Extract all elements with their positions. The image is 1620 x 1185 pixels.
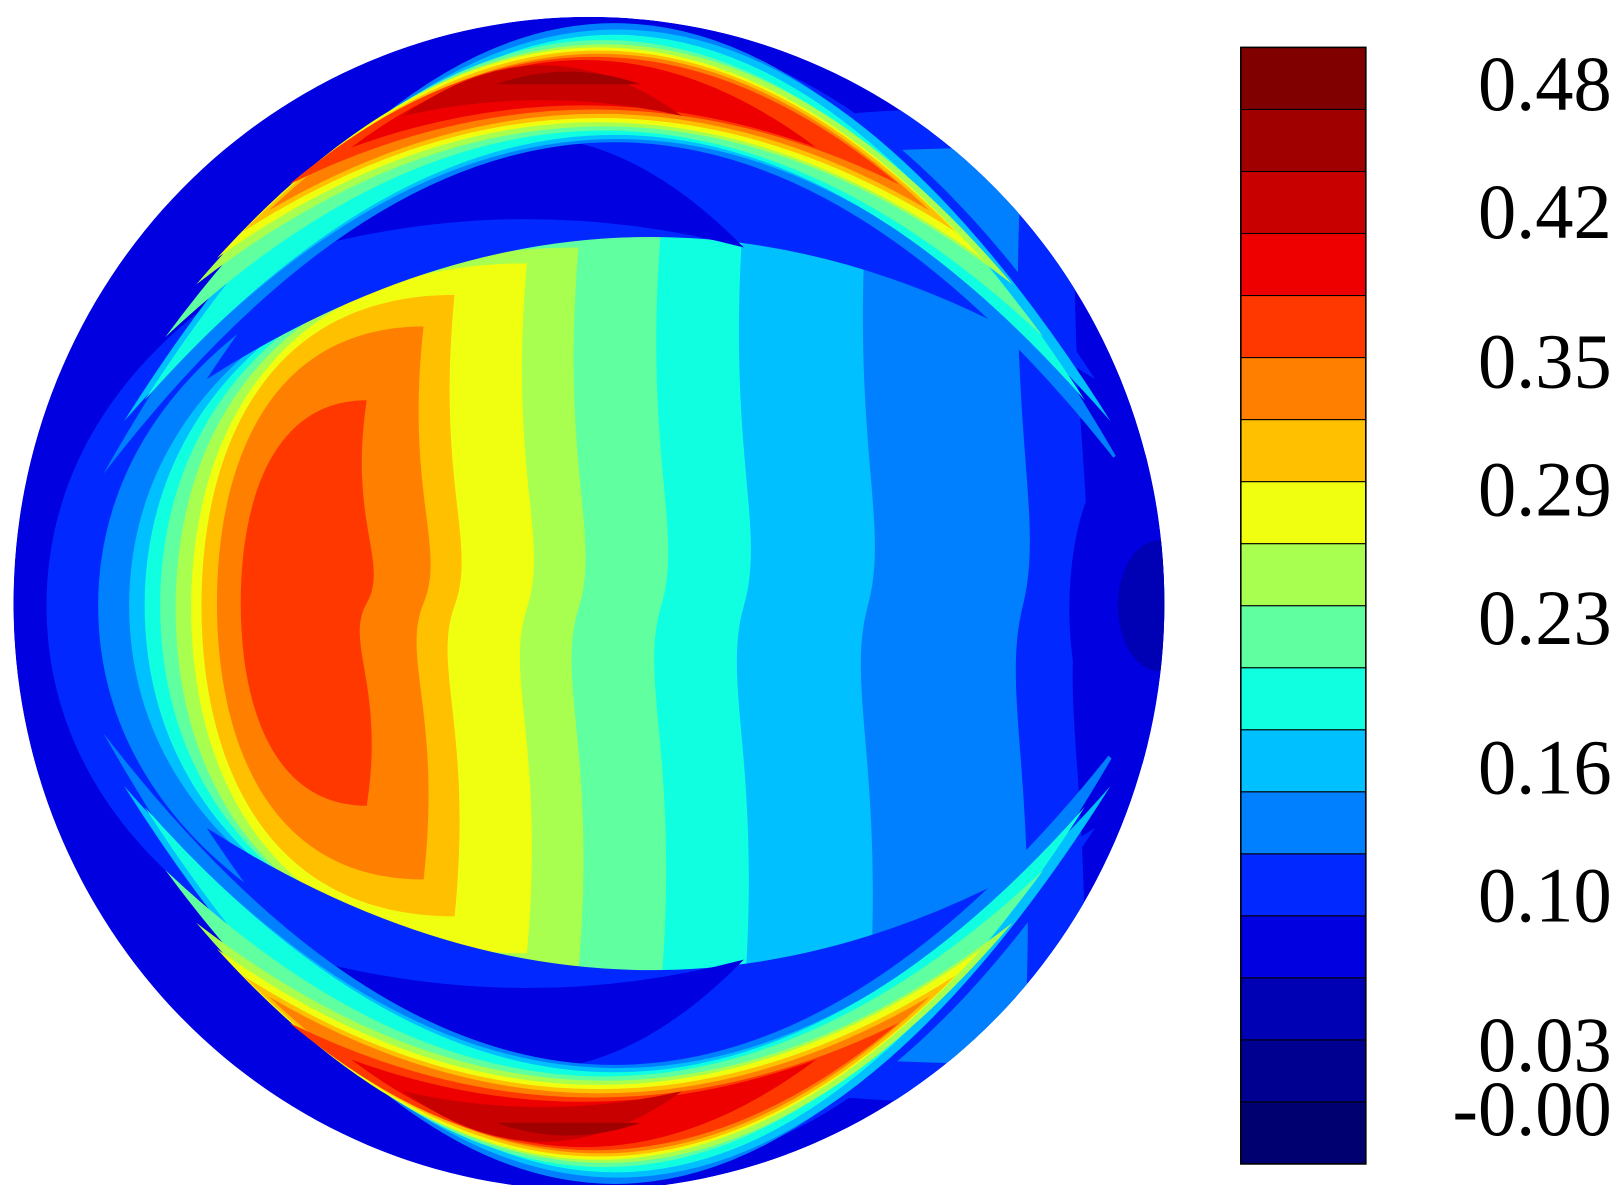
level-region [495,71,641,85]
level-region [1117,540,1165,671]
colorbar-band [1240,481,1367,545]
colorbar-band [1240,170,1367,235]
colorbar-band [1240,915,1367,979]
colorbar-tick-label: 0.16 [1478,724,1612,811]
level-region [242,975,956,1157]
colorbar-band [1240,543,1367,607]
colorbar-band [1240,46,1367,110]
level-region [196,44,1013,285]
colorbar: -0.000.03 0.10 0.16 0.23 0.29 0.35 0.42 0.48 [1240,40,1612,1165]
colorbar-band [1240,1039,1367,1103]
colorbar-frame [1240,46,1367,1165]
colorbar-band [1240,605,1367,669]
colorbar-band [1240,108,1367,172]
colorbar-band [1240,419,1367,483]
colorbar-tick-label: 0.48 [1478,40,1612,127]
colorbar-band [1240,357,1367,421]
colorbar-band [1240,853,1367,917]
level-region [196,922,1013,1163]
colorbar-tick-label: 0.23 [1478,574,1612,661]
colorbar-band [1240,1101,1367,1165]
level-region [240,400,374,806]
colorbar-tick-label: 0.10 [1478,852,1612,939]
contour-field [13,16,1165,1185]
colorbar-tick-label: -0.00 [1452,1065,1611,1152]
level-region [289,56,899,185]
colorbar-band [1240,791,1367,855]
level-region [242,50,956,232]
colorbar-tick-label: 0.29 [1478,446,1612,533]
level-region [289,1022,899,1151]
colorbar-band [1240,977,1367,1041]
colorbar-band [1240,232,1367,297]
colorbar-band [1240,667,1367,731]
level-region [495,1122,641,1136]
level-region [216,47,982,259]
colorbar-tick-label: 0.35 [1478,318,1612,405]
colorbar-band [1240,729,1367,793]
colorbar-band [1240,294,1367,359]
colorbar-tick-label: 0.42 [1478,169,1612,256]
level-region [216,949,982,1160]
colorbar-tick-label: 0.03 [1478,1001,1612,1088]
